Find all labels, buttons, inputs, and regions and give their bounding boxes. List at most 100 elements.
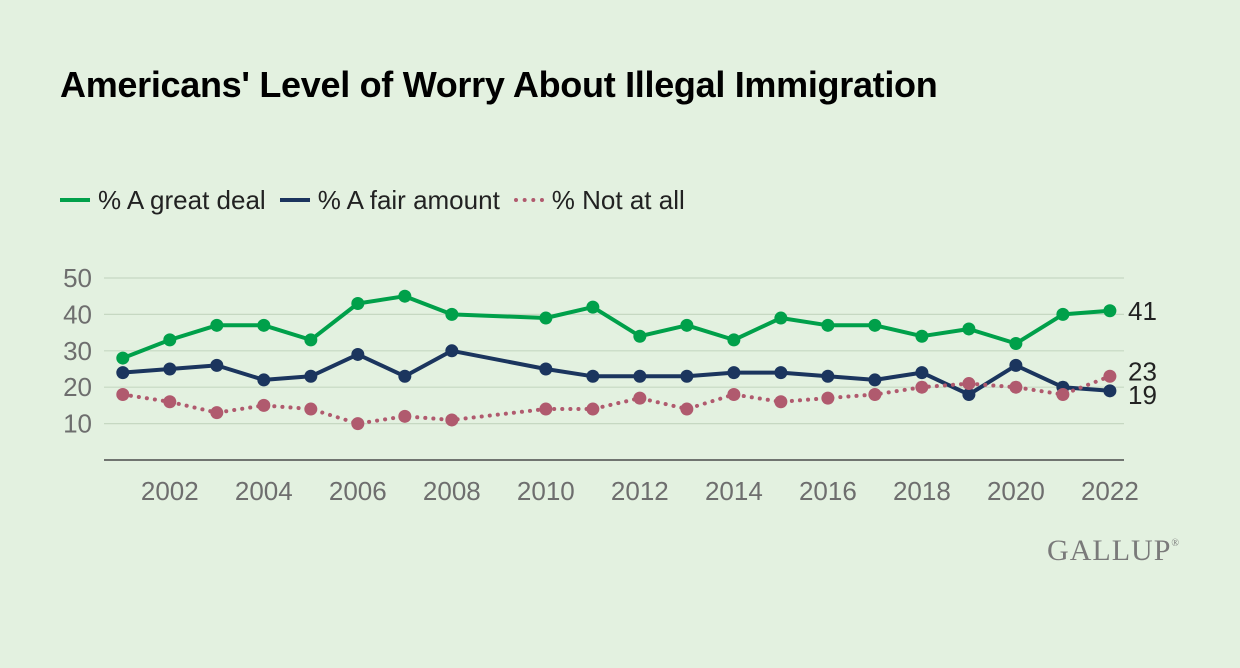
data-point-0-2019: [962, 322, 976, 336]
data-point-0-2007: [398, 289, 412, 303]
data-point-1-2018: [915, 366, 929, 380]
data-point-0-2005: [304, 333, 318, 347]
x-tick-label-2020: 2020: [987, 476, 1045, 506]
x-tick-label-2006: 2006: [329, 476, 387, 506]
end-label-series-1: 19: [1128, 380, 1157, 410]
data-point-2-2007: [398, 409, 412, 423]
data-point-1-2015: [774, 366, 788, 380]
data-point-1-2017: [868, 373, 882, 387]
legend-swatch-fair-amount: [279, 198, 310, 202]
series-line-0: [120, 294, 1112, 361]
data-point-0-2008: [445, 307, 459, 321]
data-point-1-2003: [210, 358, 224, 372]
data-point-1-2022: [1103, 384, 1117, 398]
data-point-1-2006: [351, 347, 365, 361]
data-point-1-2013: [680, 369, 694, 383]
x-tick-label-2010: 2010: [517, 476, 575, 506]
data-point-0-2001: [116, 351, 130, 365]
data-point-2-2022: [1103, 369, 1117, 383]
data-point-2-2019: [962, 377, 976, 391]
data-point-1-2014: [727, 366, 741, 380]
data-point-1-2010: [539, 362, 553, 376]
data-point-2-2020: [1009, 380, 1023, 394]
x-tick-label-2004: 2004: [235, 476, 293, 506]
data-point-1-2016: [821, 369, 835, 383]
data-point-2-2006: [351, 417, 365, 431]
chart-title: Americans' Level of Worry About Illegal …: [60, 64, 938, 105]
series-1: [116, 344, 1117, 401]
legend-label-fair-amount: % A fair amount: [317, 184, 500, 215]
data-point-2-2012: [633, 391, 647, 405]
data-point-1-2007: [398, 369, 412, 383]
logo-text: GALLUP: [1047, 534, 1172, 567]
data-point-2-2017: [868, 387, 882, 401]
legend-swatch-not-at-all: [513, 198, 544, 202]
data-point-0-2002: [163, 333, 177, 347]
data-point-0-2010: [539, 311, 553, 325]
data-point-1-2002: [163, 362, 177, 376]
x-tick-label-2022: 2022: [1081, 476, 1139, 506]
x-tick-label-2012: 2012: [611, 476, 669, 506]
x-tick-label-2016: 2016: [799, 476, 857, 506]
data-point-2-2015: [774, 395, 788, 409]
logo-registered-mark: ®: [1171, 538, 1180, 549]
data-point-2-2021: [1056, 387, 1070, 401]
y-tick-label-50: 50: [63, 263, 92, 293]
data-point-1-2011: [586, 369, 600, 383]
series-line-2: [120, 374, 1112, 426]
legend-label-great-deal: % A great deal: [98, 184, 266, 215]
legend: % A great deal % A fair amount % Not at …: [60, 184, 699, 216]
data-point-0-2016: [821, 318, 835, 332]
data-point-0-2006: [351, 296, 365, 310]
y-tick-label-30: 30: [63, 336, 92, 366]
data-point-2-2008: [445, 413, 459, 427]
data-point-0-2013: [680, 318, 694, 332]
data-point-0-2014: [727, 333, 741, 347]
data-point-1-2004: [257, 373, 271, 387]
data-point-0-2012: [633, 329, 647, 343]
data-point-1-2020: [1009, 358, 1023, 372]
data-point-0-2017: [868, 318, 882, 332]
data-point-2-2014: [727, 387, 741, 401]
data-point-1-2012: [633, 369, 647, 383]
series-line-1: [120, 348, 1112, 397]
data-point-2-2001: [116, 387, 130, 401]
legend-item-great-deal: % A great deal: [60, 185, 266, 216]
legend-label-not-at-all: % Not at all: [551, 184, 685, 215]
x-tick-label-2014: 2014: [705, 476, 763, 506]
data-point-0-2015: [774, 311, 788, 325]
data-point-2-2018: [915, 380, 929, 394]
data-point-0-2011: [586, 300, 600, 314]
data-point-2-2004: [257, 398, 271, 412]
data-point-2-2005: [304, 402, 318, 416]
data-point-2-2011: [586, 402, 600, 416]
legend-item-fair-amount: % A fair amount: [279, 184, 500, 216]
gallup-logo: GALLUP®: [1047, 534, 1180, 568]
data-point-2-2003: [210, 406, 224, 420]
y-tick-label-40: 40: [63, 299, 92, 329]
x-tick-label-2008: 2008: [423, 476, 481, 506]
data-point-0-2022: [1103, 304, 1117, 318]
data-point-0-2004: [257, 318, 271, 332]
legend-swatch-great-deal: [60, 198, 90, 202]
data-point-2-2010: [539, 402, 553, 416]
x-tick-label-2018: 2018: [893, 476, 951, 506]
x-tick-label-2002: 2002: [141, 476, 199, 506]
y-tick-label-20: 20: [63, 372, 92, 402]
data-point-1-2001: [116, 366, 130, 380]
data-point-0-2003: [210, 318, 224, 332]
data-point-0-2018: [915, 329, 929, 343]
data-point-2-2002: [163, 395, 177, 409]
data-point-1-2008: [445, 344, 459, 358]
data-point-2-2016: [821, 391, 835, 405]
data-point-0-2021: [1056, 307, 1070, 321]
series-0: [116, 289, 1117, 365]
y-tick-label-10: 10: [63, 409, 92, 439]
data-point-1-2005: [304, 369, 318, 383]
data-point-0-2020: [1009, 337, 1023, 351]
end-label-series-0: 41: [1128, 296, 1157, 326]
data-point-1-2019: [962, 387, 976, 401]
series-2: [116, 369, 1117, 431]
end-label-series-2: 23: [1128, 356, 1157, 386]
